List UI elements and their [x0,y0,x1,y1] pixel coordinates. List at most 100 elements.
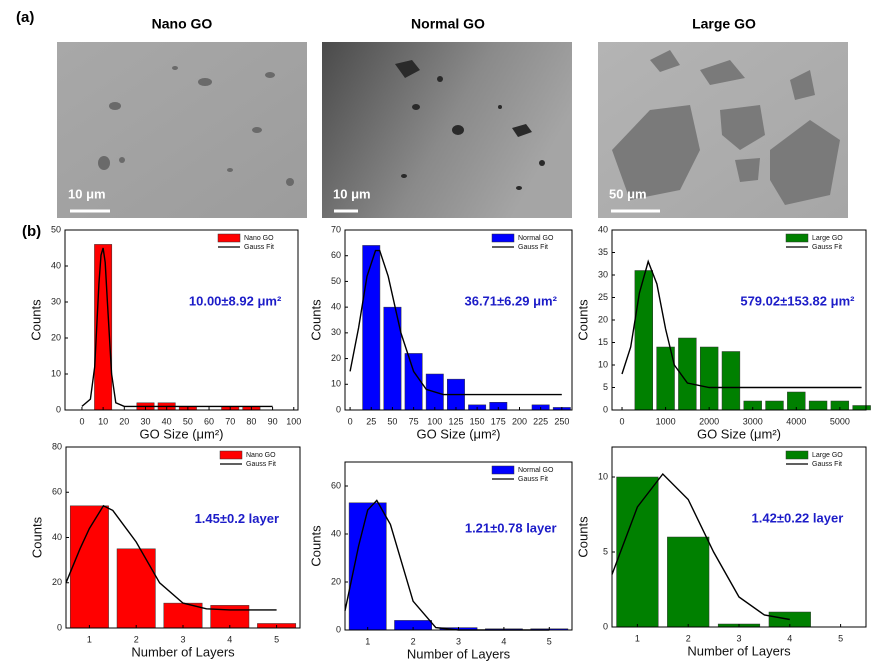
legend-label: Normal GO [518,235,554,242]
x-tick-label: 250 [554,416,569,426]
x-tick-label: 90 [268,416,278,426]
micrograph: 10 μm [57,42,307,218]
x-tick-label: 4000 [786,416,806,426]
x-tick-label: 5 [838,633,843,643]
bar [616,476,659,628]
chart: 0 20 40 60 1 2 3 4 5 Number of Layers Counts 1.21±0… [308,461,573,661]
y-tick-label: 0 [603,404,608,414]
y-tick-label: 5 [603,382,608,392]
x-tick-label: 2 [411,636,416,646]
x-tick-label: 2000 [699,416,719,426]
x-tick-label: 175 [491,416,506,426]
annotation: 1.42±0.22 layer [752,510,844,525]
legend-swatch [219,450,243,460]
x-tick-label: 70 [225,416,235,426]
x-tick-label: 4 [501,636,506,646]
x-tick-label: 1 [635,633,640,643]
chart: 0 20 40 60 80 1 2 3 4 5 Number of Layers Counts 1.45… [29,441,301,659]
annotation: 579.02±153.82 μm² [740,293,855,308]
y-tick-label: 15 [598,337,608,347]
legend-swatch [785,450,809,460]
x-tick-label: 10 [98,416,108,426]
legend-label: Gauss Fit [518,244,548,251]
bar [163,602,203,629]
y-axis-label: Counts [308,299,323,341]
x-tick-label: 1 [87,634,92,644]
chart: 0 10 20 30 40 50 60 70 0 25 50 75 100 125 150 175 200 225… [308,224,573,441]
y-tick-label: 10 [598,359,608,369]
x-tick-label: 3 [736,633,741,643]
legend-label: Large GO [812,452,843,459]
chart: 0 5 10 1 2 3 4 5 Number of Layers Counts 1.42±0.22… [575,446,867,658]
x-tick-label: 5 [274,634,279,644]
image-title: Normal GO [411,16,485,32]
x-axis-label: Number of Layers [687,643,791,658]
x-tick-label: 150 [470,416,485,426]
legend-label: Gauss Fit [812,244,842,251]
x-tick-label: 3 [456,636,461,646]
x-axis-label: Number of Layers [131,644,235,659]
x-tick-label: 60 [204,416,214,426]
x-tick-label: 100 [286,416,301,426]
y-axis-label: Counts [575,516,590,558]
x-tick-label: 1 [365,636,370,646]
legend-label: Large GO [812,235,843,242]
x-axis-label: Number of Layers [407,646,511,661]
x-tick-label: 1000 [656,416,676,426]
y-tick-label: 60 [52,487,62,497]
legend-label: Gauss Fit [518,476,548,483]
y-tick-label: 40 [598,224,608,234]
y-axis-label: Counts [28,299,43,341]
chart: 0 5 10 15 20 25 30 35 40 0 1000 2000 3000 4000 5000 GO … [575,224,871,441]
y-tick-label: 10 [51,368,61,378]
y-tick-label: 5 [603,546,608,556]
y-tick-label: 20 [331,576,341,586]
x-tick-label: 2 [686,633,691,643]
plot-frame [344,229,573,411]
y-tick-label: 35 [598,247,608,257]
legend-label: Gauss Fit [244,244,274,251]
y-tick-label: 20 [331,353,341,363]
x-tick-label: 2 [134,634,139,644]
x-tick-label: 80 [246,416,256,426]
y-tick-label: 0 [57,622,62,632]
x-tick-label: 4 [787,633,792,643]
fit-line [81,247,273,408]
y-tick-label: 10 [598,471,608,481]
annotation: 1.21±0.78 layer [465,521,557,536]
bar [721,351,741,411]
y-tick-label: 20 [52,577,62,587]
legend-label: Nano GO [246,452,276,459]
x-tick-label: 0 [620,416,625,426]
y-tick-label: 0 [336,624,341,634]
fit-line [611,472,790,621]
panel-label: (a) [16,9,34,26]
x-tick-label: 20 [119,416,129,426]
bar [69,505,109,629]
bar [852,405,871,411]
fit-line [621,259,862,389]
annotation: 36.71±6.29 μm² [464,293,557,308]
x-tick-label: 4 [227,634,232,644]
legend-swatch [491,233,515,243]
y-tick-label: 30 [51,296,61,306]
panel-label: (b) [22,223,41,240]
bar [634,270,653,411]
bar [699,346,719,411]
fit-line [344,499,550,631]
legend-label: Gauss Fit [812,461,842,468]
x-tick-label: 40 [162,416,172,426]
legend-label: Nano GO [244,235,274,242]
y-tick-label: 60 [331,250,341,260]
micrograph: 50 μm [598,42,848,218]
y-tick-label: 40 [331,528,341,538]
scale-bar-label: 10 μm [68,186,106,201]
y-tick-label: 40 [52,532,62,542]
y-tick-label: 40 [51,260,61,270]
x-tick-label: 125 [448,416,463,426]
y-axis-label: Counts [29,516,44,558]
bar [667,536,710,628]
fit-line [349,249,562,396]
